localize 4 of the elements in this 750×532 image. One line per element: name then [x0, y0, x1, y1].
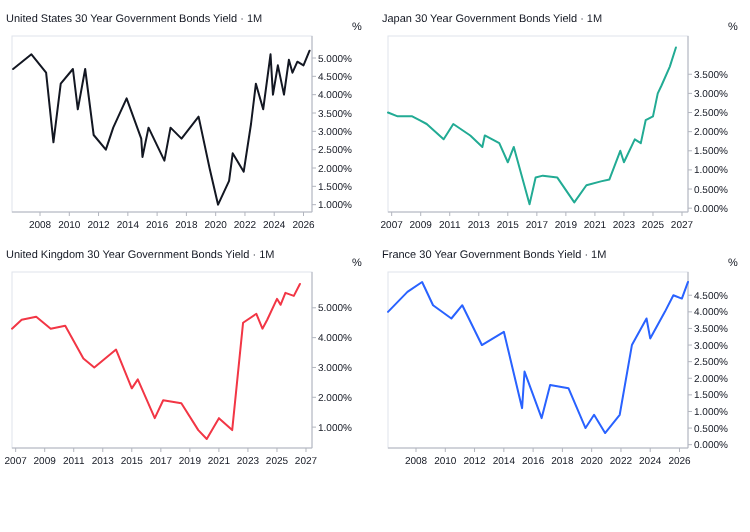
line-series — [387, 280, 689, 435]
line-series — [12, 49, 311, 206]
line-series — [387, 46, 677, 206]
line-series — [11, 282, 301, 441]
